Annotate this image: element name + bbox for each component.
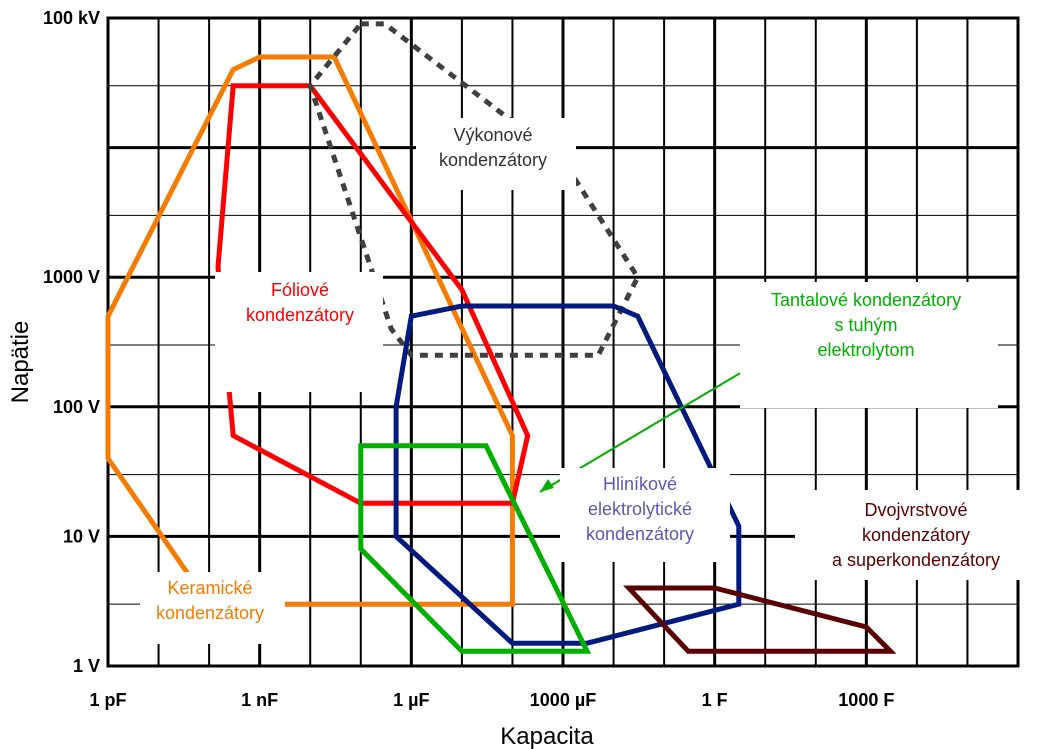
x-tick-label: 1 µF [393,690,429,710]
region-labels: Výkonové kondenzátory Fóliové kondenzátory T… [140,118,1030,644]
series-f-liov-kondenz-tory [215,83,531,506]
region-label-aluminum: Hliníkové [603,474,677,494]
region-label-film: Fóliové [271,280,329,300]
region-label-tantalum: Tantalové kondenzátory [771,290,961,310]
tick-labels: 1 pF 1 nF 1 µF 1000 µF 1 F 1000 F 1 V 10 V 100 V… [43,8,894,710]
region-label-power: kondenzátory [439,150,547,170]
x-tick-label: 1000 F [838,690,894,710]
label-background [215,272,383,392]
region-label-aluminum: elektrolytické [588,499,692,519]
region-label-tantalum: elektrolytom [817,340,914,360]
x-axis-title: Kapacita [500,723,594,749]
y-tick-label: 1 V [73,656,100,676]
y-axis-title: Napätie [7,321,34,404]
y-tick-label: 100 kV [43,8,100,28]
series-dvojvrstvov-kondenz-tory-a-superkondenz-tory [623,585,897,654]
x-tick-label: 1 pF [89,690,126,710]
x-tick-label: 1 F [702,690,728,710]
region-label-ceramic: Keramické [167,578,252,598]
y-tick-label: 10 V [63,526,100,546]
region-label-ceramic: kondenzátory [156,603,264,623]
region-label-power: Výkonové [453,125,532,145]
region-label-film: kondenzátory [246,305,354,325]
region-label-aluminum: kondenzátory [586,524,694,544]
y-tick-label: 1000 V [43,267,100,287]
label-background [795,490,1030,580]
region-label-supercap: kondenzátory [862,525,970,545]
label-background [560,468,730,562]
series-hlin-kov-elektrolytick-kondenz-tory [393,303,742,646]
capacitor-regions [105,21,897,654]
region-label-tantalum: s tuhým [834,315,897,335]
y-tick-label: 100 V [53,397,100,417]
label-background [140,572,285,644]
series-keramick-kondenz-tory [105,54,515,607]
x-tick-label: 1 nF [241,690,278,710]
tantalum-arrow-head [540,479,554,492]
region-label-supercap: a superkondenzátory [832,550,1000,570]
x-tick-label: 1000 µF [530,690,596,710]
series-tantalov-kondenz-tory-s-tuh-m-elektrolytom [358,443,592,654]
label-background [740,282,998,408]
label-background [416,118,576,190]
region-label-supercap: Dvojvrstvové [864,500,967,520]
